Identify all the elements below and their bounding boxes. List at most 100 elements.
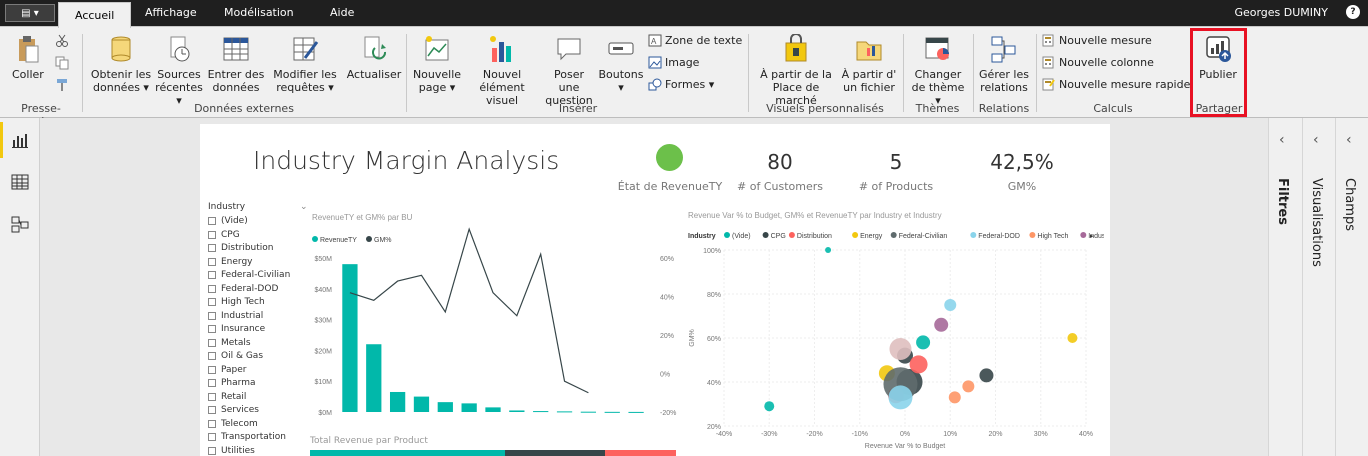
switch-theme-button[interactable]: Changer de thème ▾ bbox=[908, 34, 968, 107]
slicer-item[interactable]: Utilities bbox=[208, 446, 255, 456]
status-indicator-label: État de RevenueTY bbox=[617, 180, 723, 193]
revenue-var-scatter-chart[interactable]: Revenue Var % to Budget, GM% et RevenueT… bbox=[684, 208, 1104, 456]
slicer-item[interactable]: High Tech bbox=[208, 297, 265, 307]
slicer-item[interactable]: Distribution bbox=[208, 243, 274, 253]
slicer-checkbox[interactable] bbox=[208, 365, 216, 374]
slicer-item[interactable]: Oil & Gas bbox=[208, 351, 263, 361]
slicer-item[interactable]: Transportation bbox=[208, 432, 286, 442]
slicer-checkbox[interactable] bbox=[208, 392, 216, 401]
slicer-item[interactable]: Federal-Civilian bbox=[208, 270, 290, 280]
legend-label: Energy bbox=[860, 233, 883, 240]
new-visual-button[interactable]: Nouvel élément visuel bbox=[464, 34, 540, 107]
cut-icon[interactable] bbox=[55, 34, 69, 48]
slicer-item[interactable]: Insurance bbox=[208, 324, 265, 334]
ask-question-button[interactable]: Poser une question bbox=[542, 34, 596, 107]
model-view-icon[interactable] bbox=[10, 214, 30, 234]
file-menu-button[interactable]: ▤ ▾ bbox=[5, 4, 55, 22]
visualizations-pane-collapsed[interactable]: ‹ Visualisations bbox=[1302, 118, 1334, 456]
enter-data-button[interactable]: Entrer des données bbox=[206, 34, 266, 94]
y-tick-label: 80% bbox=[707, 292, 721, 299]
slicer-item[interactable]: Paper bbox=[208, 365, 247, 375]
slicer-item[interactable]: Services bbox=[208, 405, 259, 415]
slicer-item[interactable]: (Vide) bbox=[208, 216, 248, 226]
report-canvas: Industry Margin Analysis État de Revenue… bbox=[40, 118, 1268, 456]
visualizations-expand-icon[interactable]: ‹ bbox=[1313, 132, 1319, 148]
image-button[interactable]: Image bbox=[648, 56, 699, 69]
slicer-checkbox[interactable] bbox=[208, 230, 216, 239]
slicer-checkbox[interactable] bbox=[208, 379, 216, 387]
format-painter-icon[interactable] bbox=[55, 78, 69, 92]
help-icon[interactable]: ? bbox=[1346, 5, 1360, 19]
copy-icon[interactable] bbox=[55, 56, 69, 70]
slicer-item[interactable]: Metals bbox=[208, 338, 251, 348]
slicer-item[interactable]: Industrial bbox=[208, 311, 263, 321]
slicer-item[interactable]: Telecom bbox=[208, 419, 258, 429]
fields-expand-icon[interactable]: ‹ bbox=[1346, 132, 1352, 148]
data-view-icon[interactable] bbox=[10, 172, 30, 192]
group-separator bbox=[406, 34, 407, 112]
ask-question-label: Poser une bbox=[554, 68, 584, 94]
tab-modelisation[interactable]: Modélisation bbox=[224, 6, 294, 19]
product-bar-3[interactable] bbox=[605, 450, 676, 456]
new-measure-button[interactable]: Nouvelle mesure bbox=[1042, 34, 1152, 47]
slicer-item[interactable]: Pharma bbox=[208, 378, 255, 388]
slicer-chevron-icon[interactable]: ⌄ bbox=[300, 202, 308, 212]
slicer-checkbox[interactable] bbox=[208, 433, 216, 441]
filters-pane-collapsed[interactable]: ‹ Filtres bbox=[1268, 118, 1300, 456]
report-page[interactable]: Industry Margin Analysis État de Revenue… bbox=[200, 124, 1110, 456]
slicer-checkbox[interactable] bbox=[208, 298, 216, 306]
slicer-checkbox[interactable] bbox=[208, 257, 216, 266]
slicer-item[interactable]: Retail bbox=[208, 392, 246, 402]
report-title: Industry Margin Analysis bbox=[253, 146, 560, 175]
recent-sources-button[interactable]: Sources récentes ▾ bbox=[155, 34, 203, 107]
slicer-item-label: Pharma bbox=[221, 378, 256, 388]
slicer-checkbox[interactable] bbox=[208, 406, 216, 414]
get-data-button[interactable]: Obtenir les données ▾ bbox=[90, 34, 152, 94]
text-box-button[interactable]: A Zone de texte bbox=[648, 34, 742, 47]
marketplace-button[interactable]: À partir de la Place de marché bbox=[754, 34, 838, 107]
buttons-button[interactable]: Boutons ▾ bbox=[598, 34, 644, 94]
manage-relationships-button[interactable]: Gérer les relations bbox=[978, 34, 1030, 94]
slicer-item[interactable]: Energy bbox=[208, 257, 253, 267]
slicer-checkbox[interactable] bbox=[208, 419, 216, 428]
edit-queries-button[interactable]: Modifier les requêtes ▾ bbox=[272, 34, 338, 94]
slicer-item-label: Federal-DOD bbox=[221, 283, 279, 294]
slicer-checkbox[interactable] bbox=[208, 244, 216, 252]
publish-highlight-box bbox=[1190, 28, 1247, 117]
filters-expand-icon[interactable]: ‹ bbox=[1279, 132, 1285, 148]
slicer-checkbox[interactable] bbox=[208, 325, 216, 333]
new-column-button[interactable]: Nouvelle colonne bbox=[1042, 56, 1154, 69]
publish-button[interactable]: Publier bbox=[1196, 34, 1240, 81]
recent-sources-label: Sources bbox=[157, 68, 201, 81]
slicer-item-label: High Tech bbox=[221, 297, 265, 307]
slicer-item[interactable]: CPG bbox=[208, 230, 240, 240]
slicer-checkbox[interactable] bbox=[208, 446, 216, 455]
slicer-checkbox[interactable] bbox=[208, 284, 216, 293]
user-name[interactable]: Georges DUMINY bbox=[1234, 6, 1328, 19]
shapes-button[interactable]: Formes ▾ bbox=[648, 78, 714, 91]
kpi-customers-value: 80 bbox=[767, 150, 793, 174]
product-bar-1[interactable] bbox=[310, 450, 505, 456]
tab-accueil[interactable]: Accueil bbox=[58, 2, 132, 28]
product-bar-2[interactable] bbox=[505, 450, 605, 456]
slicer-checkbox[interactable] bbox=[208, 217, 216, 225]
report-view-icon[interactable] bbox=[10, 130, 30, 150]
tab-affichage[interactable]: Affichage bbox=[145, 6, 197, 19]
refresh-button[interactable]: Actualiser bbox=[346, 34, 402, 81]
from-file-button[interactable]: À partir d' un fichier bbox=[840, 34, 898, 94]
paste-button[interactable]: Coller bbox=[12, 34, 44, 81]
button-shape-icon bbox=[608, 42, 634, 55]
quick-measure-button[interactable]: Nouvelle mesure rapide bbox=[1042, 78, 1190, 91]
revenue-gm-combo-chart[interactable]: RevenueTY et GM% par BU RevenueTY GM% $50M $… bbox=[308, 208, 688, 418]
group-label-calculs: Calculs bbox=[1093, 102, 1133, 115]
tab-aide[interactable]: Aide bbox=[330, 6, 355, 19]
slicer-checkbox[interactable] bbox=[208, 271, 216, 279]
slicer-checkbox[interactable] bbox=[208, 338, 216, 347]
fields-pane-collapsed[interactable]: ‹ Champs bbox=[1335, 118, 1367, 456]
bar-revenuety bbox=[461, 403, 477, 412]
slicer-checkbox[interactable] bbox=[208, 352, 216, 360]
new-page-button[interactable]: Nouvelle page ▾ bbox=[412, 34, 462, 94]
ask-question-label-2: question bbox=[545, 94, 593, 107]
slicer-checkbox[interactable] bbox=[208, 311, 216, 320]
slicer-item[interactable]: Federal-DOD bbox=[208, 284, 278, 294]
